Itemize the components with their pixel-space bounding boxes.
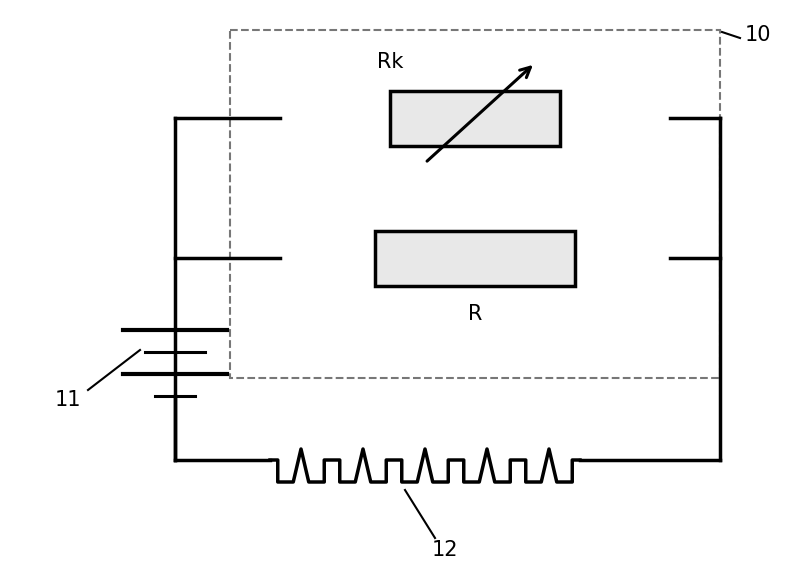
Text: 11: 11 <box>54 390 82 410</box>
Bar <box>390 90 560 146</box>
Text: Rk: Rk <box>377 52 403 72</box>
Bar <box>230 30 720 378</box>
Bar <box>375 230 575 286</box>
Text: 10: 10 <box>745 25 771 45</box>
Text: R: R <box>468 303 482 324</box>
Text: 12: 12 <box>432 540 458 560</box>
